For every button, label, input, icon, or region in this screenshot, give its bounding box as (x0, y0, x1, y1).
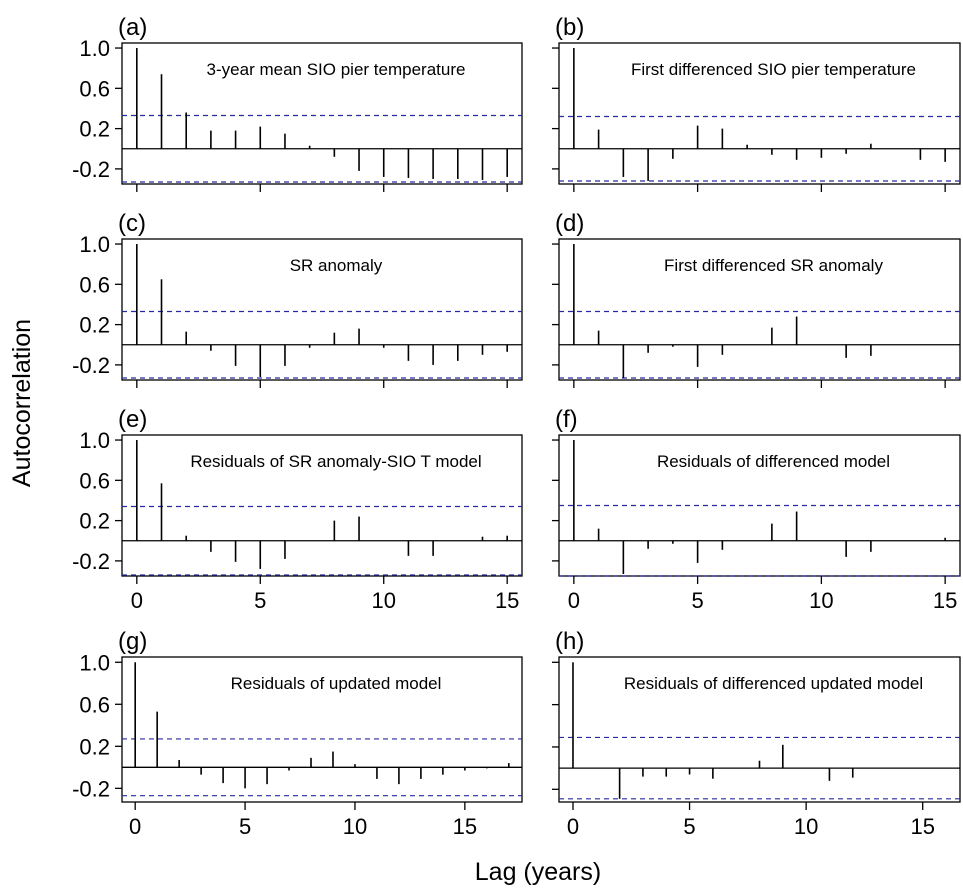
x-tick-label: 15 (453, 814, 477, 839)
x-tick-label: 10 (794, 814, 818, 839)
y-tick-label: -0.2 (72, 776, 110, 801)
plot-frame (558, 656, 961, 803)
plot-frame (121, 42, 523, 185)
figure-ylabel: Autocorrelation (8, 319, 36, 487)
plot-frame (121, 656, 523, 803)
y-tick-label: 0.2 (79, 313, 110, 338)
y-tick-label: 0.6 (79, 272, 110, 297)
y-tick-label: 0.6 (79, 468, 110, 493)
x-tick-label: 10 (343, 814, 367, 839)
acf-panels: (a) 3-year mean SIO pier temperature 1.0 0.… (72, 14, 961, 839)
panel-title: First differenced SIO pier temperature (631, 60, 916, 79)
panel-tag: (a) (118, 14, 147, 41)
acf-panel-d: (d) First differenced SR anomaly (552, 210, 961, 388)
plot-frame (558, 238, 961, 381)
x-tick-label: 15 (495, 588, 519, 613)
x-tick-label: 5 (239, 814, 251, 839)
acf-panel-e: (e) Residuals of SR anomaly-SIO T model 1.… (72, 406, 523, 613)
panel-tag: (d) (555, 210, 584, 237)
y-tick-label: 0.6 (79, 692, 110, 717)
acf-panel-c: (c) SR anomaly 1.0 0.6 0.2 -0.2 (72, 210, 523, 388)
x-tick-label: 5 (683, 814, 695, 839)
x-tick-label: 10 (809, 588, 833, 613)
x-tick-label: 10 (371, 588, 395, 613)
x-tick-label: 0 (568, 588, 580, 613)
y-tick-label: 0.2 (79, 117, 110, 142)
acf-panel-a: (a) 3-year mean SIO pier temperature 1.0 0.… (72, 14, 523, 192)
figure-xlabel: Lag (years) (475, 858, 601, 886)
panel-tag: (g) (118, 628, 147, 655)
y-tick-label: -0.2 (72, 353, 110, 378)
acf-panel-b: (b) First differenced SIO pier temperatur… (552, 14, 961, 192)
y-tick-label: 1.0 (79, 232, 110, 257)
x-tick-label: 0 (567, 814, 579, 839)
y-tick-label: -0.2 (72, 549, 110, 574)
acf-panel-g: (g) Residuals of updated model 1.0 0.6 0.2 -0… (72, 628, 523, 839)
plot-frame (121, 434, 523, 577)
y-tick-label: 1.0 (79, 36, 110, 61)
panel-title: Residuals of differenced updated model (624, 674, 923, 693)
y-tick-label: 0.2 (79, 734, 110, 759)
y-tick-label: 0.2 (79, 509, 110, 534)
x-tick-label: 5 (691, 588, 703, 613)
x-tick-label: 0 (131, 588, 143, 613)
x-tick-label: 15 (933, 588, 957, 613)
panel-title: First differenced SR anomaly (664, 256, 883, 275)
y-tick-label: 1.0 (79, 650, 110, 675)
plot-frame (121, 238, 523, 381)
panel-tag: (f) (555, 406, 578, 433)
panel-title: 3-year mean SIO pier temperature (207, 60, 466, 79)
panel-tag: (e) (118, 406, 147, 433)
panel-tag: (c) (118, 210, 146, 237)
plot-frame (558, 42, 961, 185)
panel-title: Residuals of differenced model (657, 452, 890, 471)
panel-tag: (h) (555, 628, 584, 655)
x-tick-label: 15 (910, 814, 934, 839)
panel-tag: (b) (555, 14, 584, 41)
y-tick-label: 0.6 (79, 76, 110, 101)
x-tick-label: 5 (254, 588, 266, 613)
panel-title: Residuals of SR anomaly-SIO T model (190, 452, 481, 471)
y-tick-label: 1.0 (79, 428, 110, 453)
panel-title: Residuals of updated model (231, 674, 442, 693)
x-tick-label: 0 (129, 814, 141, 839)
panel-title: SR anomaly (290, 256, 383, 275)
acf-panel-h: (h) Residuals of differenced updated mode… (552, 628, 961, 839)
y-tick-label: -0.2 (72, 157, 110, 182)
acf-panel-f: (f) Residuals of differenced model 0 5 10 15 (552, 406, 961, 613)
